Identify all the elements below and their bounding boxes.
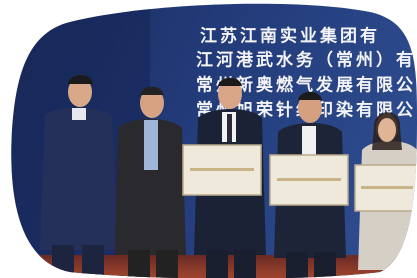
screen-text: 江河港武水务（常州）有限	[196, 50, 417, 71]
certificate	[183, 145, 261, 195]
photo: 江苏江南实业集团有 江河港武水务（常州）有限 常州新奥燃气发展有限公 常州旭荣针…	[0, 0, 417, 278]
certificate	[270, 155, 348, 205]
certificate	[355, 165, 417, 211]
screen-text: 江苏江南实业集团有	[200, 26, 380, 47]
page: {"screen_text": {"lines": ["江苏江南实业集团有", …	[0, 0, 417, 278]
photo-content: 江苏江南实业集团有 江河港武水务（常州）有限 常州新奥燃气发展有限公 常州旭荣针…	[0, 0, 417, 278]
